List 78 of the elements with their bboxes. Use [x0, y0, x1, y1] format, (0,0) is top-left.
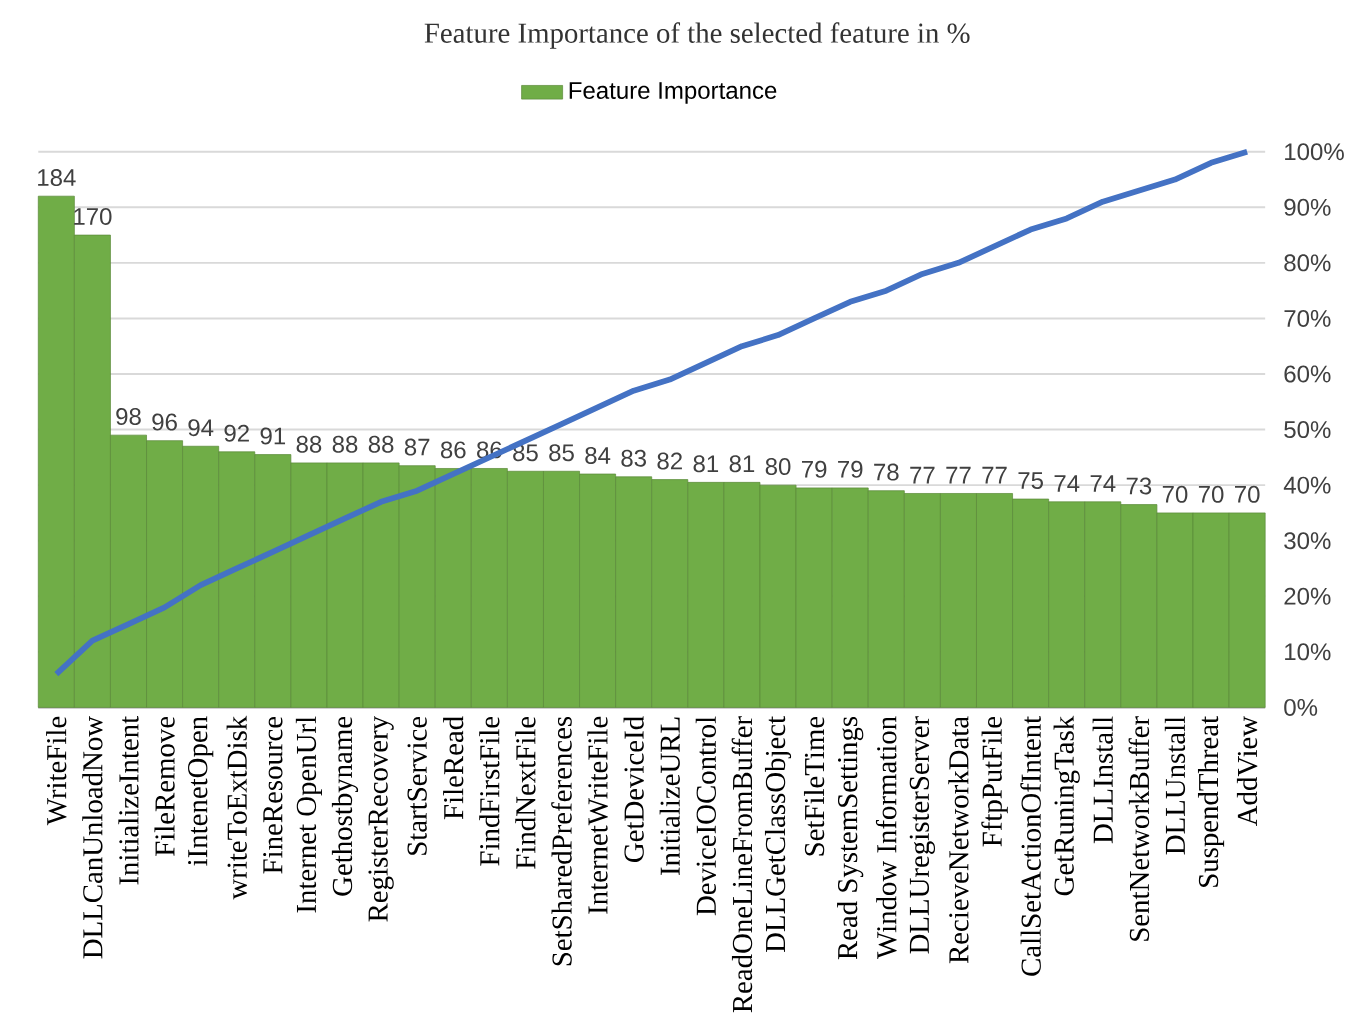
- data-label: 88: [368, 435, 394, 453]
- x-tick-label: iIntenetOpen: [188, 716, 214, 866]
- data-label: 74: [1090, 475, 1116, 492]
- x-tick-label: FindFirstFile: [479, 716, 500, 866]
- x-tick-label: InternetWriteFile: [587, 716, 608, 914]
- data-label: 88: [296, 435, 322, 453]
- data-label: 81: [729, 455, 755, 473]
- x-tick-label: Internet OpenUrl: [295, 716, 322, 913]
- x-tick-label: DLLGetClassObject: [764, 715, 792, 952]
- x-tick-label: DLLUregisterServer: [909, 716, 936, 954]
- data-label: 81: [693, 455, 719, 473]
- data-label: 98: [116, 407, 141, 425]
- data-label: 92: [224, 424, 249, 442]
- data-label: 77: [910, 466, 935, 484]
- x-tick-label: FineResource: [263, 716, 283, 874]
- x-tick-label: AddView: [1236, 715, 1258, 826]
- data-label: 96: [152, 413, 177, 431]
- x-tick-label: ReadOneLineFromBuffer: [731, 716, 753, 1013]
- y2-tick-label: 100%: [1285, 143, 1344, 161]
- x-tick-label: Read SystemSettings: [837, 716, 864, 960]
- x-tick-label: SetSharedPreferences: [551, 716, 572, 966]
- x-tick-label: InitializeIntent: [118, 715, 139, 885]
- x-tick-label: writeToExtDisk: [226, 715, 247, 900]
- data-label: 91: [260, 427, 286, 445]
- data-label: 77: [946, 466, 971, 484]
- x-tick-label: GetRuningTask: [1053, 715, 1080, 896]
- x-tick-label: FftpPutFile: [981, 716, 1008, 847]
- y2-tick-label: 30%: [1284, 532, 1331, 550]
- y2-tick-label: 50%: [1284, 421, 1331, 438]
- data-label: 73: [1126, 477, 1152, 495]
- legend-label: Feature Importance: [569, 82, 777, 104]
- data-label: 74: [1054, 475, 1080, 492]
- data-label: 88: [332, 435, 358, 453]
- x-tick-label: CallSetActionOfIntent: [1020, 715, 1041, 976]
- x-tick-label: DLLInstall: [1092, 716, 1113, 844]
- chart-title: Feature Importance of the selected feature in %: [424, 22, 970, 49]
- data-label: 184: [38, 169, 76, 187]
- x-tick-label: SentNetworkBuffer: [1128, 716, 1150, 941]
- data-label: 80: [765, 457, 791, 475]
- data-label: 70: [1162, 485, 1188, 503]
- x-tick-label: FindNextFile: [515, 716, 536, 869]
- x-tick-label: WriteFile: [46, 716, 67, 826]
- y2-tick-label: 10%: [1285, 643, 1331, 661]
- data-label: 86: [440, 441, 466, 459]
- x-tick-label: FileRemove: [154, 716, 175, 856]
- y2-tick-label: 0%: [1284, 698, 1318, 716]
- x-tick-label: StartService: [407, 716, 427, 855]
- data-label: 84: [585, 446, 611, 464]
- x-tick-label: FileRead: [443, 716, 464, 820]
- y2-tick-label: 70%: [1284, 309, 1331, 327]
- x-tick-label: Gethostbyname: [331, 716, 359, 896]
- data-label: 85: [549, 444, 574, 462]
- x-tick-label: DLLUnstall: [1164, 716, 1186, 855]
- x-tick-label: Window Information: [875, 716, 897, 959]
- data-label: 83: [621, 449, 646, 467]
- data-label: 82: [657, 452, 682, 470]
- y2-tick-label: 90%: [1284, 198, 1331, 216]
- x-tick-label: DeviceIOControl: [695, 716, 716, 916]
- data-label: 79: [801, 460, 827, 478]
- data-label: 79: [838, 460, 863, 478]
- data-label: 70: [1198, 485, 1224, 503]
- data-label: 70: [1235, 485, 1260, 503]
- data-label: 87: [404, 438, 430, 456]
- x-tick-label: RecieveNetworkData: [948, 716, 969, 964]
- x-tick-label: GetDeviceId: [623, 716, 644, 862]
- x-tick-label: RegisterRecovery: [368, 715, 394, 922]
- data-label: 75: [1018, 472, 1043, 489]
- x-tick-label: SuspendThreat: [1197, 715, 1225, 887]
- x-tick-label: SetFileTime: [803, 716, 825, 856]
- y2-tick-label: 80%: [1284, 254, 1331, 272]
- data-label: 94: [188, 419, 214, 437]
- x-tick-label: DLLCanUnloadNow: [82, 715, 103, 959]
- data-label: 77: [982, 466, 1007, 484]
- data-label: 78: [874, 463, 899, 481]
- x-tick-label: InitializeURL: [659, 717, 680, 875]
- y2-tick-label: 60%: [1284, 365, 1331, 383]
- y2-tick-label: 20%: [1284, 587, 1331, 605]
- y2-tick-label: 40%: [1283, 476, 1331, 494]
